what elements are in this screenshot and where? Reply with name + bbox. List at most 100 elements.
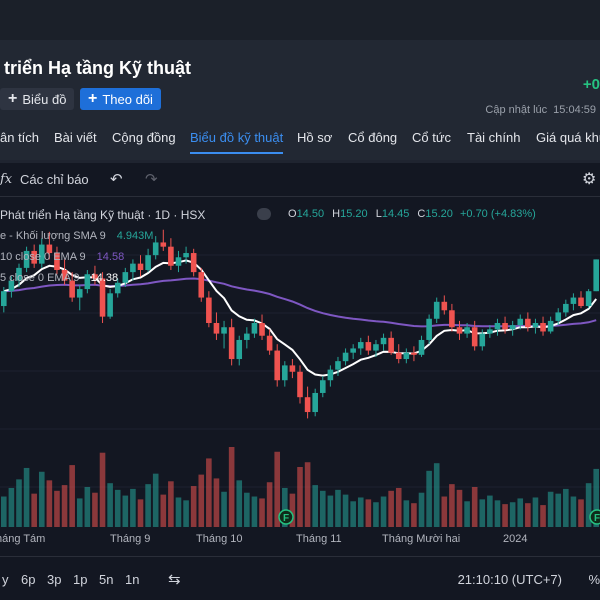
candle-body [494, 323, 501, 330]
volume-bar [99, 452, 106, 527]
undo-icon[interactable]: ↶ [110, 171, 123, 188]
candle-body [99, 278, 106, 317]
candle-body [555, 312, 562, 321]
volume-bar [16, 479, 22, 527]
ohlc-close: 15.20 [425, 208, 453, 220]
volume-bar [395, 487, 402, 527]
date-range-icon[interactable]: ⇆ [168, 571, 181, 588]
tab-profile[interactable]: Hồ sơ [297, 130, 333, 145]
event-marker-label: F [283, 513, 289, 524]
ohlc-open-key: O [288, 208, 297, 220]
percent-toggle[interactable]: % [588, 572, 600, 587]
candle-body [335, 361, 341, 370]
volume-bar [494, 500, 501, 527]
candle-body [183, 253, 189, 258]
volume-bar [54, 490, 60, 527]
volume-bar [122, 495, 129, 527]
tab-posts[interactable]: Bài viết [54, 130, 97, 145]
tab-financials[interactable]: Tài chính [467, 130, 521, 145]
candle-body [327, 369, 334, 381]
candle-body [130, 263, 136, 273]
candle-body [1, 291, 7, 307]
range-5d[interactable]: 5n [99, 572, 114, 587]
volume-bar [251, 496, 258, 527]
candle-body [365, 342, 372, 351]
volume-bar [471, 487, 478, 527]
indicators-icon[interactable]: ƒx [0, 172, 13, 187]
legend-ema-slow-label: 10 close 0 EMA 9 [0, 251, 86, 263]
candle-body [388, 337, 394, 353]
range-3m[interactable]: 3p [47, 572, 62, 587]
candle-body [380, 337, 387, 345]
tab-bar: ân tích Bài viết Cộng đồng Biểu đồ kỹ th… [0, 130, 600, 156]
volume-bar [46, 480, 53, 527]
volume-bar [570, 496, 577, 527]
legend-volume: e - Khối lượng SMA 9 4.943M [0, 230, 153, 242]
volume-bar [1, 496, 7, 527]
candle-body [8, 280, 15, 292]
volume-bar [38, 471, 45, 527]
ohlc-high: 15.20 [340, 208, 368, 220]
candle-body [160, 242, 167, 247]
candle-body [274, 350, 281, 381]
volume-bar [365, 499, 372, 527]
volume-bar [213, 478, 220, 527]
tab-analysis[interactable]: ân tích [0, 130, 40, 145]
volume-bar [23, 467, 30, 527]
volume-bar [593, 468, 599, 527]
candle-body [244, 333, 250, 340]
chart-button[interactable]: + Biểu đồ [0, 88, 75, 110]
volume-bar [380, 496, 387, 527]
volume-bar [152, 473, 159, 527]
tab-community[interactable]: Cộng đồng [112, 130, 176, 145]
volume-bar [555, 493, 562, 527]
tab-technical-chart[interactable]: Biểu đồ kỹ thuật [190, 130, 284, 154]
candle-body [403, 352, 410, 360]
volume-bar [487, 495, 493, 527]
ohlc-change: +0.70 (+4.83%) [459, 208, 536, 220]
volume-bar [319, 490, 326, 527]
legend-ema-slow-value: 14.58 [96, 251, 125, 263]
ohlc-low: 14.45 [381, 208, 410, 220]
volume-bar [160, 494, 167, 527]
range-6m[interactable]: 6p [21, 572, 36, 587]
tab-shareholders[interactable]: Cổ đông [348, 130, 398, 145]
volume-bar [456, 489, 463, 527]
tab-price-history[interactable]: Giá quá khứ [536, 130, 600, 145]
volume-bar [449, 484, 455, 527]
candle-body [46, 244, 53, 254]
indicators-button[interactable]: Các chỉ báo [20, 172, 89, 187]
tab-dividends[interactable]: Cổ tức [412, 130, 452, 145]
volume-bar [547, 491, 554, 527]
candle-body [312, 392, 318, 413]
follow-button[interactable]: + Theo dõi [80, 88, 161, 110]
candle-body [84, 274, 91, 290]
volume-bar [327, 495, 334, 527]
volume-bar [540, 505, 546, 527]
legend-ema-fast-value: 14.38 [90, 272, 119, 284]
candle-body [251, 323, 258, 334]
ohlc-high-key: H [332, 208, 341, 220]
volume-bar [190, 486, 197, 527]
candle-body [289, 365, 296, 372]
gear-icon[interactable]: ⚙ [582, 171, 597, 188]
ohlc-low-key: L [375, 208, 382, 220]
range-1y[interactable]: y [2, 572, 9, 587]
candlestick-chart[interactable]: háng Tám Tháng 9 Tháng 10 Tháng 11 Tháng Mườ… [0, 197, 600, 556]
candle-body [76, 289, 83, 298]
volume-bar [206, 458, 212, 527]
range-1m[interactable]: 1p [73, 572, 88, 587]
volume-bar [137, 499, 144, 527]
site-topbar [0, 0, 600, 40]
volume-bar [509, 502, 516, 527]
legend-symbol: Phát triển Hạ tầng Kỹ thuật · 1D · HSX [0, 208, 205, 222]
candle-body [593, 259, 599, 292]
x-tick-label: háng Tám [0, 533, 45, 545]
legend-symbol-text: Phát triển Hạ tầng Kỹ thuật · 1D · HSX [0, 208, 206, 222]
candle-body [23, 250, 30, 268]
collapse-icon[interactable] [257, 208, 271, 220]
range-1d[interactable]: 1n [125, 572, 140, 587]
candle-body [342, 352, 349, 362]
redo-icon[interactable]: ↷ [145, 171, 158, 188]
volume-bar [563, 488, 569, 527]
